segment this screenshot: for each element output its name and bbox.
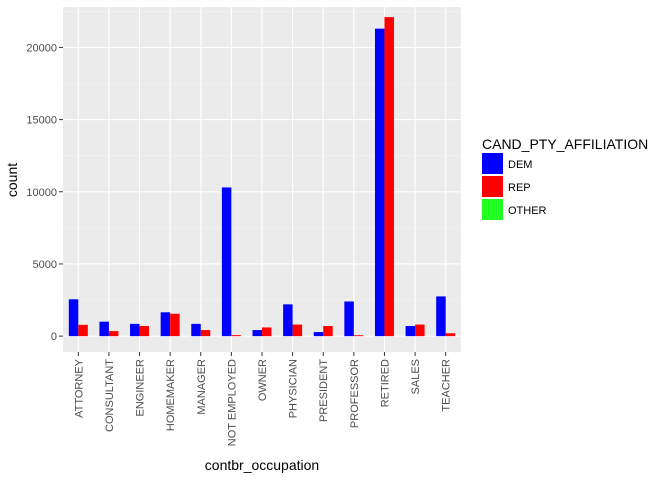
bar-dem [252, 330, 262, 337]
legend-key-dem [482, 153, 503, 174]
y-tick-label: 0 [51, 331, 57, 343]
bar-dem [283, 304, 293, 337]
bar-rep [323, 326, 333, 337]
bars [68, 17, 456, 337]
bar-dem [191, 323, 201, 337]
y-tick-label: 5000 [33, 259, 57, 271]
x-tick-label: ATTORNEY [73, 358, 85, 418]
x-tick-label: CONSULTANT [104, 359, 116, 432]
x-tick-label: PHYSICIAN [288, 359, 300, 418]
bar-rep [200, 330, 211, 337]
bar-dem [221, 187, 232, 337]
x-tick-label: RETIRED [379, 359, 391, 407]
legend: CAND_PTY_AFFILIATION DEM REP OTHER [482, 136, 648, 220]
y-tick-label: 20000 [26, 42, 57, 54]
bar-rep [78, 324, 88, 337]
y-tick-label: 10000 [26, 187, 57, 199]
y-axis-ticks: 0 5000 10000 15000 20000 [26, 42, 63, 343]
y-axis-title: count [4, 163, 20, 197]
x-axis-title: contbr_occupation [205, 457, 319, 473]
x-axis-ticks: ATTORNEY CONSULTANT ENGINEER HOMEMAKER MANAG… [73, 352, 453, 446]
x-tick-label: SALES [410, 359, 422, 394]
x-tick-label: PRESIDENT [318, 359, 330, 422]
bar-dem [160, 312, 171, 337]
legend-label-other: OTHER [508, 205, 547, 217]
bar-dem [68, 299, 79, 337]
bar-rep [353, 335, 364, 337]
bar-rep [384, 17, 394, 337]
x-tick-label: OWNER [257, 359, 269, 401]
bar-dem [405, 326, 416, 337]
bar-rep [139, 326, 150, 337]
bar-rep [170, 313, 180, 337]
legend-label-dem: DEM [508, 159, 532, 171]
bar-dem [99, 321, 109, 337]
y-tick-label: 15000 [26, 115, 57, 127]
bar-rep [415, 324, 425, 337]
legend-key-rep [482, 176, 503, 197]
bar-dem [130, 323, 140, 337]
bar-dem [436, 296, 446, 337]
bar-rep [292, 324, 303, 337]
x-tick-label: HOMEMAKER [165, 359, 177, 431]
bar-rep [262, 327, 272, 337]
bar-rep [231, 335, 241, 337]
legend-title: CAND_PTY_AFFILIATION [482, 136, 648, 152]
bar-dem [313, 332, 324, 337]
bar-dem [344, 301, 354, 337]
x-tick-label: ENGINEER [135, 359, 147, 417]
x-tick-label: NOT EMPLOYED [226, 359, 238, 446]
legend-key-other [482, 199, 503, 220]
x-tick-label: TEACHER [441, 359, 453, 412]
legend-label-rep: REP [508, 182, 531, 194]
x-tick-label: PROFESSOR [349, 359, 361, 428]
bar-dem [374, 28, 385, 337]
bar-rep [445, 333, 456, 337]
grid-major-lines [63, 7, 461, 352]
bar-rep [108, 331, 119, 337]
x-tick-label: MANAGER [196, 359, 208, 415]
